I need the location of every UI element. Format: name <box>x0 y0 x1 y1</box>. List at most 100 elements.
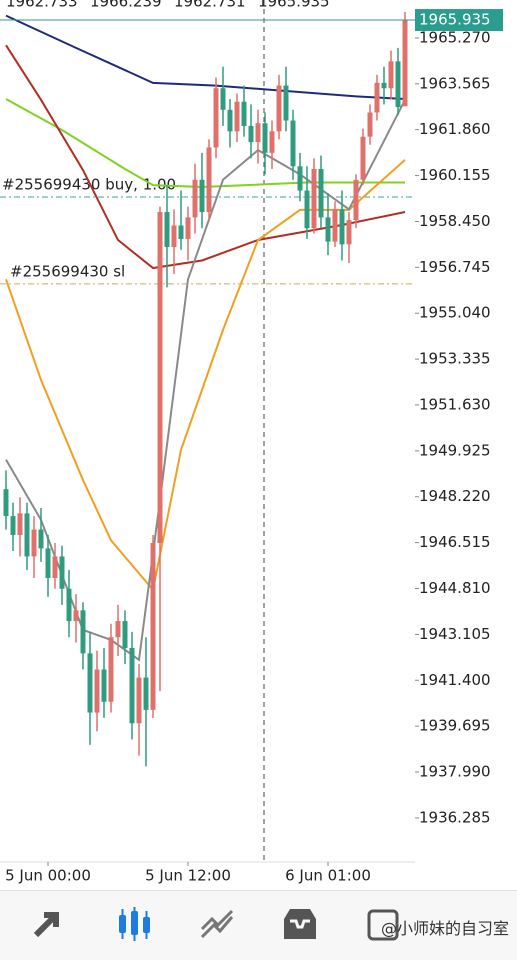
trend-icon[interactable] <box>200 909 234 939</box>
y-tick-label: 1951.630 <box>419 395 491 413</box>
candle-body <box>297 166 303 191</box>
candle-body <box>227 109 233 132</box>
y-tick-label: 1946.515 <box>419 533 491 551</box>
candle-body <box>157 212 163 544</box>
candle-body <box>45 548 51 578</box>
candle-body <box>262 123 268 153</box>
candle-body <box>3 489 9 517</box>
candle-body <box>136 677 142 724</box>
x-tick-label: 6 Jun 01:00 <box>285 867 371 885</box>
candle-body <box>234 101 240 132</box>
candle-body <box>185 217 191 239</box>
candle-body <box>367 112 373 137</box>
candle-body <box>346 220 352 245</box>
candle-body <box>192 179 198 218</box>
order-label: #255699430 sl <box>10 262 125 280</box>
candle-body <box>73 610 79 622</box>
candle-body <box>59 556 65 589</box>
candle-body <box>325 217 331 242</box>
candle-body <box>269 131 275 153</box>
y-tick-label: 1944.810 <box>419 579 491 597</box>
moving-average <box>5 44 406 270</box>
candle-body <box>332 209 338 242</box>
ohlc-high: 1966.239 <box>90 0 162 11</box>
candle-body <box>101 669 107 702</box>
candle-body <box>66 588 72 622</box>
ohlc-close: 1965.935 <box>258 0 330 11</box>
x-tick-label: 5 Jun 00:00 <box>5 867 91 885</box>
candle-body <box>24 513 30 557</box>
candle-body <box>311 168 317 229</box>
candle-body <box>108 637 114 702</box>
y-tick-label: 1937.990 <box>419 763 491 781</box>
chart[interactable]: 1962.733 1966.239 1962.731 1965.935 1965… <box>0 0 517 890</box>
toolbar-icons <box>33 907 399 941</box>
price-tag <box>415 9 503 32</box>
candle-body <box>150 543 156 710</box>
y-tick-label: 1958.450 <box>419 212 491 230</box>
candle-body <box>178 225 184 239</box>
moving-average <box>5 14 406 101</box>
y-tick-label: 1961.860 <box>419 120 491 138</box>
candle-body <box>395 61 401 108</box>
chart-icon[interactable] <box>119 907 150 941</box>
history-icon[interactable] <box>284 909 316 939</box>
candle-body <box>10 516 16 535</box>
candle-body <box>87 653 93 713</box>
candle-body <box>374 82 380 113</box>
candle-body <box>276 85 282 132</box>
candle-body <box>143 677 149 710</box>
candle-body <box>241 101 247 126</box>
candle-body <box>171 225 177 248</box>
watermark: @小师妹的自习室 <box>380 919 509 938</box>
candle-body <box>255 123 261 143</box>
candle-body <box>248 125 254 143</box>
candle-body <box>353 179 359 221</box>
candle-body <box>206 147 212 213</box>
ohlc-low: 1962.731 <box>174 0 246 11</box>
ohlc-open: 1962.733 <box>6 0 78 11</box>
candle-body <box>339 209 345 245</box>
candle-body <box>38 529 44 549</box>
candle-body <box>115 621 121 638</box>
y-tick-label: 1943.105 <box>419 625 491 643</box>
y-tick-label: 1948.220 <box>419 487 491 505</box>
candle-body <box>52 556 58 578</box>
y-tick-label: 1941.400 <box>419 671 491 689</box>
y-tick-label: 1965.270 <box>419 28 491 46</box>
candle-body <box>80 610 86 654</box>
candle-body <box>402 20 408 107</box>
candle-body <box>381 82 387 89</box>
candle-body <box>31 529 37 557</box>
candle-body <box>213 88 219 148</box>
candle-body <box>360 136 366 180</box>
y-tick-label: 1956.745 <box>419 258 491 276</box>
candle-body <box>304 190 310 229</box>
toolbar: @小师妹的自习室 <box>0 890 517 960</box>
y-tick-label: 1936.285 <box>419 808 491 826</box>
candle-body <box>290 120 296 167</box>
y-tick-label: 1939.695 <box>419 717 491 735</box>
y-tick-label: 1953.335 <box>419 350 491 368</box>
y-tick-label: 1955.040 <box>419 304 491 322</box>
candle-body <box>164 212 170 248</box>
y-tick-label: 1949.925 <box>419 441 491 459</box>
settings-icon[interactable] <box>367 909 399 941</box>
order-label: #255699430 buy, 1.00 <box>2 175 176 193</box>
trade-icon[interactable] <box>33 912 59 938</box>
candle-body <box>220 88 226 110</box>
candle-body <box>129 647 135 724</box>
price-tag-label: 1965.935 <box>419 11 491 29</box>
candle-body <box>388 61 394 89</box>
y-tick-label: 1960.155 <box>419 166 491 184</box>
candle-body <box>94 669 100 713</box>
candle-body <box>122 621 128 648</box>
y-tick-label: 1963.565 <box>419 74 491 92</box>
candle-body <box>283 85 289 121</box>
candle-body <box>17 513 23 535</box>
x-tick-label: 5 Jun 12:00 <box>145 867 231 885</box>
candle-body <box>318 168 324 218</box>
candle-body <box>199 179 205 213</box>
